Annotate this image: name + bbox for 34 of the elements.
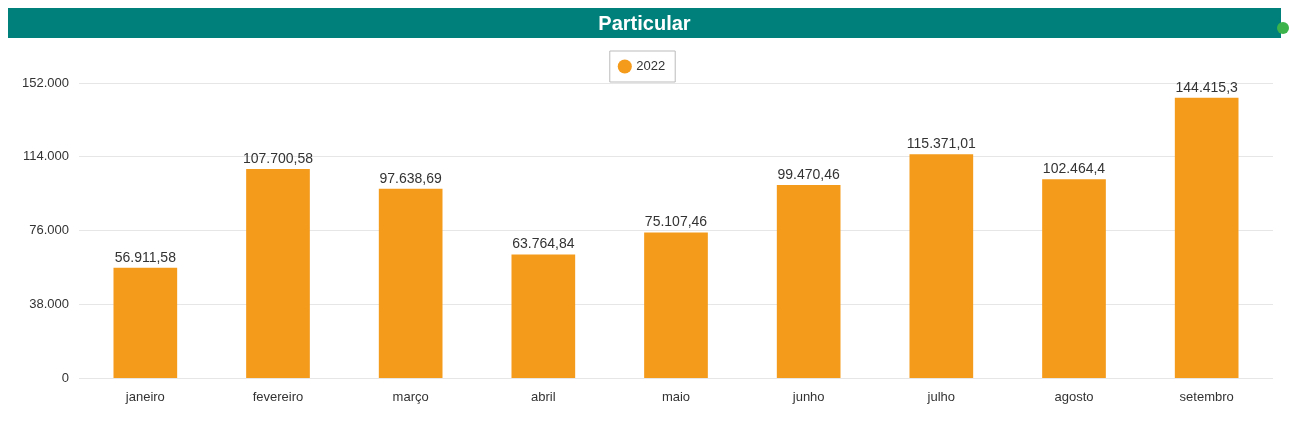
bar [644, 232, 708, 378]
bar [909, 154, 974, 378]
bar [378, 188, 443, 378]
x-tick-label: março [392, 388, 429, 404]
data-label: 97.638,69 [379, 169, 443, 186]
legend-label: 2022 [636, 58, 666, 74]
x-tick-label: setembro [1179, 388, 1234, 404]
x-tick-label: agosto [1054, 388, 1094, 404]
data-label: 99.470,46 [777, 165, 841, 182]
y-tick-label: 0 [61, 369, 69, 385]
x-tick-label: janeiro [124, 388, 165, 404]
data-label: 56.911,58 [114, 248, 177, 265]
y-tick-label: 152.000 [21, 74, 69, 90]
x-tick-label: junho [791, 388, 825, 404]
bar [1174, 97, 1239, 378]
bar [776, 185, 841, 378]
bar [511, 254, 576, 378]
y-tick-label: 114.000 [22, 148, 69, 164]
chart-title: Particular [8, 8, 1281, 38]
y-tick-label: 76.000 [29, 222, 69, 238]
x-tick-label: julho [926, 388, 956, 404]
data-label: 75.107,46 [644, 213, 708, 230]
x-tick-label: maio [661, 388, 691, 404]
y-tick-label: 38.000 [29, 296, 69, 312]
x-tick-label: abril [531, 388, 556, 404]
data-label: 102.464,4 [1042, 160, 1106, 177]
data-label: 107.700,58 [242, 149, 314, 166]
x-tick-label: fevereiro [252, 388, 304, 404]
bar [113, 267, 178, 378]
bar [246, 169, 310, 378]
data-label: 115.371,01 [906, 135, 977, 152]
data-label: 63.764,84 [512, 235, 575, 252]
bar [1042, 179, 1106, 378]
data-label: 144.415,3 [1175, 78, 1239, 95]
